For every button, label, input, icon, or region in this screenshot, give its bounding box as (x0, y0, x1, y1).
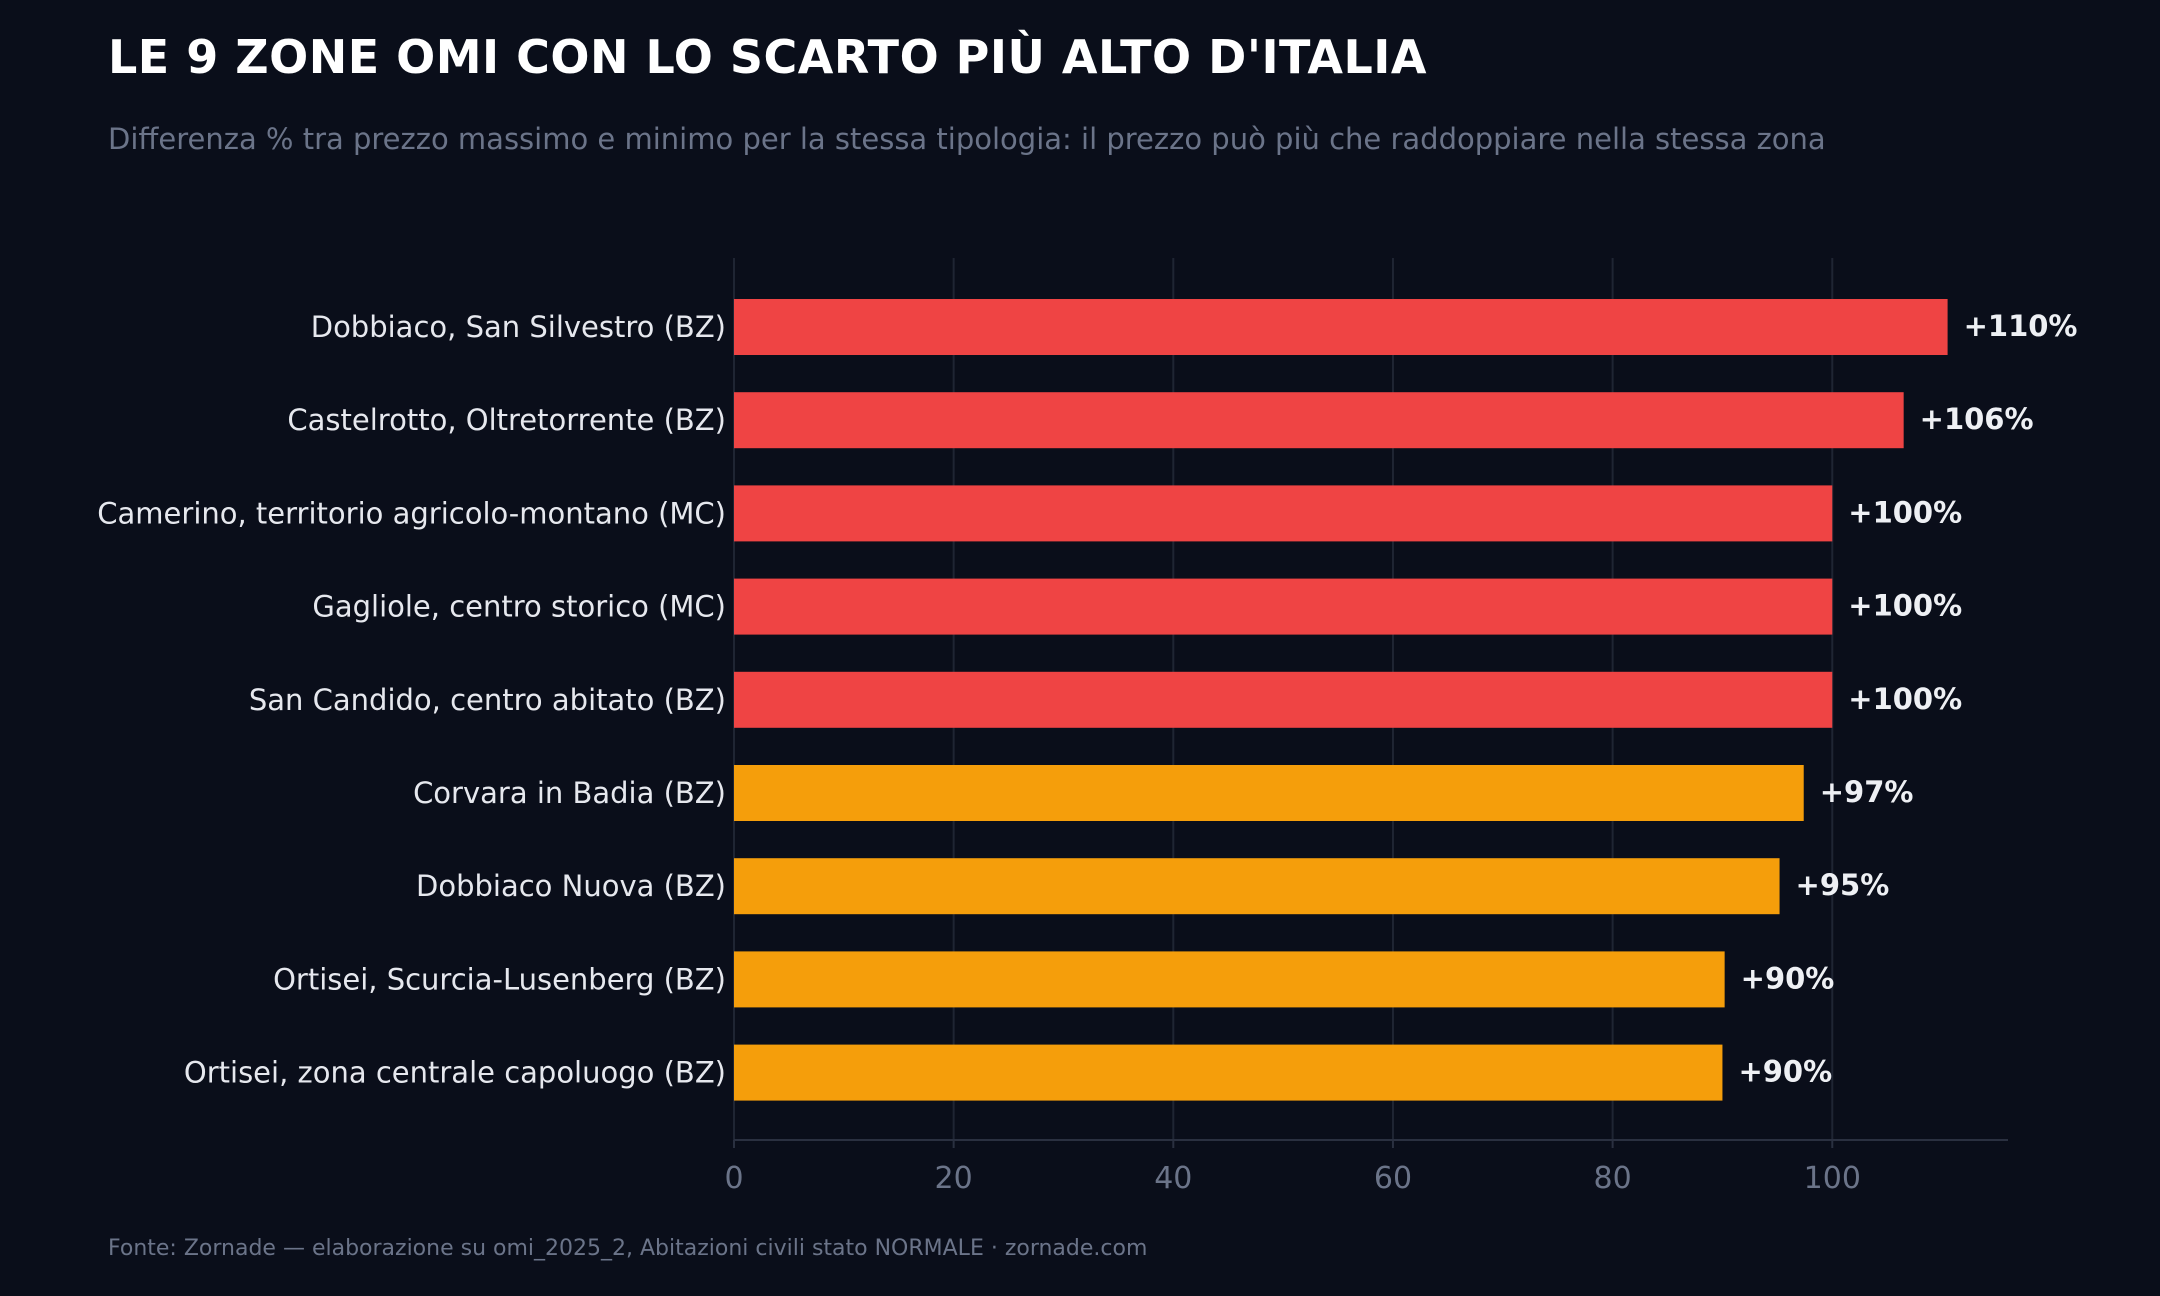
bar (734, 392, 1904, 449)
value-label: +110% (1964, 309, 2078, 343)
x-tick-label: 40 (1154, 1161, 1192, 1196)
x-axis-ticks: 0 20 40 60 80 100 (724, 1140, 1861, 1196)
category-label: Corvara in Badia (BZ) (413, 776, 726, 810)
bar (734, 951, 1725, 1008)
value-label: +90% (1738, 1055, 1832, 1089)
source-note: Fonte: Zornade — elaborazione su omi_202… (108, 1236, 1148, 1261)
bar (734, 671, 1833, 728)
value-label: +106% (1920, 402, 2034, 436)
value-label: +100% (1848, 589, 1962, 623)
value-label: +97% (1820, 775, 1914, 809)
x-tick-label: 0 (724, 1161, 743, 1196)
category-label: Ortisei, Scurcia-Lusenberg (BZ) (273, 962, 726, 996)
bar (734, 765, 1804, 821)
bar (734, 485, 1833, 542)
bars (734, 299, 1948, 1101)
bar (734, 858, 1780, 915)
category-label: Castelrotto, Oltretorrente (BZ) (287, 403, 726, 437)
category-label: Dobbiaco, San Silvestro (BZ) (311, 310, 726, 344)
bar (734, 578, 1833, 635)
category-label: Dobbiaco Nuova (BZ) (416, 869, 726, 903)
value-label: +100% (1848, 495, 1962, 529)
category-label: Gagliole, centro storico (MC) (312, 590, 726, 624)
x-tick-label: 20 (935, 1161, 973, 1196)
chart-title: LE 9 ZONE OMI CON LO SCARTO PIÙ ALTO D'I… (108, 30, 1427, 84)
x-tick-label: 80 (1594, 1161, 1632, 1196)
value-labels: +110% +106% +100% +100% +100% +97% +95% +90% +90… (1738, 309, 2077, 1089)
chart-subtitle: Differenza % tra prezzo massimo e minimo… (108, 122, 1826, 156)
x-tick-label: 100 (1804, 1161, 1861, 1196)
value-label: +100% (1848, 682, 1962, 716)
bar (734, 1044, 1723, 1101)
category-label: San Candido, centro abitato (BZ) (249, 683, 726, 717)
value-label: +95% (1796, 868, 1890, 902)
value-label: +90% (1741, 961, 1835, 995)
category-label: Camerino, territorio agricolo-montano (M… (97, 496, 726, 530)
bar (734, 299, 1948, 355)
category-label: Ortisei, zona centrale capoluogo (BZ) (184, 1056, 726, 1090)
x-tick-label: 60 (1374, 1161, 1412, 1196)
category-labels: Dobbiaco, San Silvestro (BZ) Castelrotto,… (97, 310, 726, 1090)
